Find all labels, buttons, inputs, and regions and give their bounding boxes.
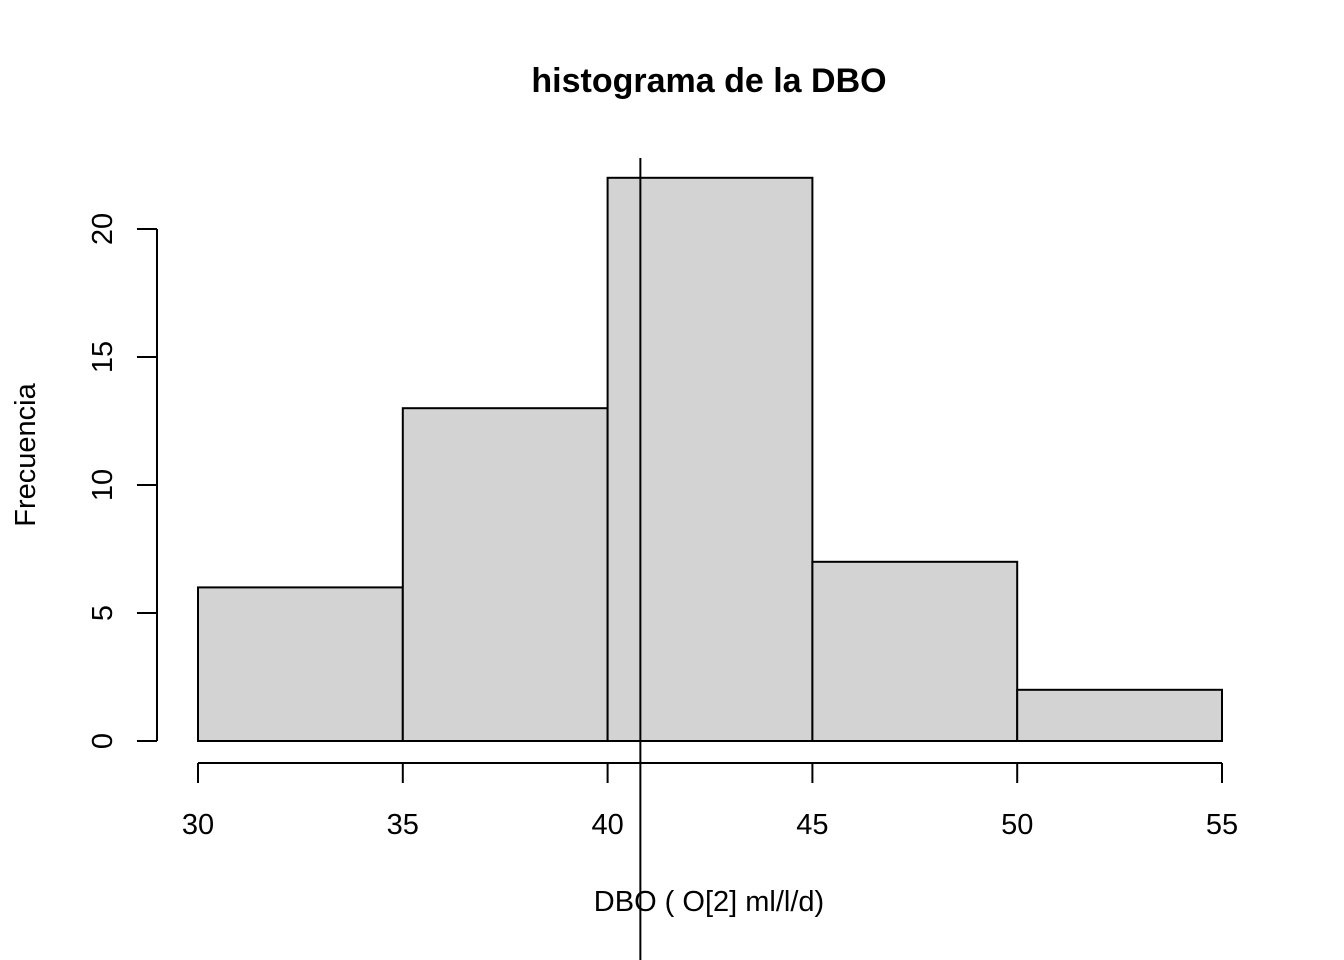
histogram-bar bbox=[606, 176, 814, 743]
y-tick-label: 15 bbox=[87, 341, 119, 373]
x-tick-label: 35 bbox=[387, 809, 419, 841]
x-tick-label: 40 bbox=[591, 809, 623, 841]
y-tick-label: 10 bbox=[87, 469, 119, 501]
chart-title: histograma de la DBO bbox=[531, 62, 886, 100]
x-tick-label: 55 bbox=[1206, 809, 1238, 841]
histogram-bar bbox=[401, 407, 609, 742]
y-axis: 0 5 10 15 20 bbox=[87, 213, 158, 749]
y-tick-label: 5 bbox=[87, 605, 119, 621]
y-tick-label: 20 bbox=[87, 213, 119, 245]
bars-group bbox=[197, 176, 1224, 743]
histogram-bar bbox=[1016, 688, 1224, 742]
y-axis-label: Frecuencia bbox=[10, 382, 42, 526]
x-tick-label: 50 bbox=[1001, 809, 1033, 841]
y-tick-label: 0 bbox=[87, 733, 119, 749]
x-axis: 30 35 40 45 50 55 bbox=[182, 762, 1238, 841]
x-tick-label: 45 bbox=[796, 809, 828, 841]
x-tick-label: 30 bbox=[182, 809, 214, 841]
histogram-bar bbox=[197, 586, 404, 743]
histogram-bar bbox=[811, 560, 1019, 742]
x-axis-label: DBO ( O[2] ml/l/d) bbox=[594, 886, 824, 918]
